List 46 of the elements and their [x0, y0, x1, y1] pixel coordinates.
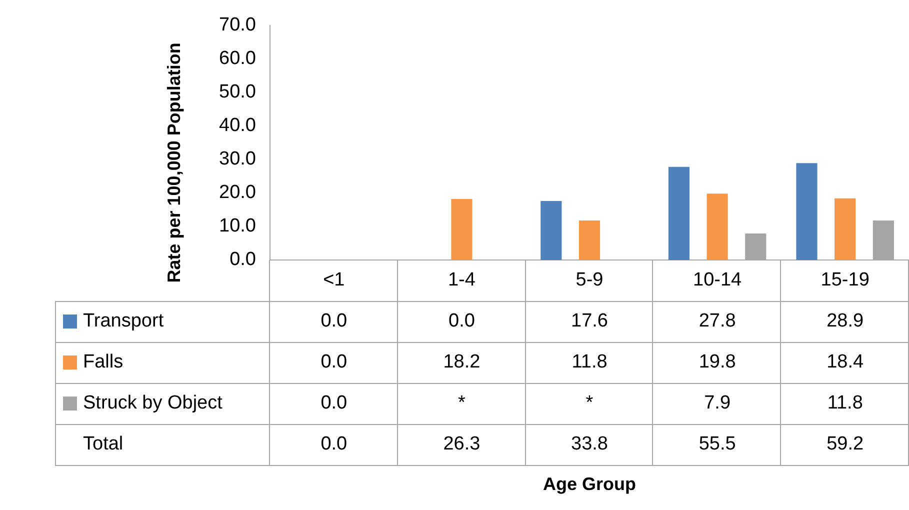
y-tick-label: 40.0 — [219, 115, 256, 136]
bar — [706, 194, 728, 260]
data-label: 19.8 — [698, 352, 736, 373]
y-tick-label: 10.0 — [219, 216, 256, 237]
data-label: 0.0 — [320, 310, 348, 332]
bar — [540, 201, 562, 260]
data-label: 18.4 — [826, 352, 864, 373]
bar — [834, 198, 856, 260]
x-tick-label: 1-4 — [448, 270, 476, 291]
bar — [578, 220, 600, 260]
data-label: 28.9 — [826, 310, 864, 332]
text: 55.5 — [698, 434, 736, 455]
data-label: 0.0 — [320, 392, 348, 414]
y-tick-label: 0.0 — [230, 249, 256, 270]
y-tick-label: 30.0 — [219, 148, 256, 170]
bar — [668, 166, 690, 260]
data-label: 18.2 — [443, 352, 480, 373]
data-label: 0.0 — [320, 352, 348, 373]
x-tick-label: <1 — [323, 270, 345, 291]
data-label: 27.8 — [698, 310, 736, 332]
text: * — [458, 392, 466, 414]
data-label: 11.8 — [572, 352, 608, 373]
text: Age Group — [543, 474, 636, 494]
y-tick-label: 70.0 — [219, 14, 256, 36]
text: 59.2 — [826, 434, 864, 455]
y-tick-label: 60.0 — [219, 48, 256, 70]
x-tick-label: 10-14 — [692, 270, 742, 291]
text: 26.3 — [443, 434, 480, 455]
bar — [796, 163, 818, 260]
data-label: 7.9 — [704, 392, 731, 414]
data-label: 17.6 — [571, 310, 608, 332]
text: 33.8 — [571, 434, 608, 455]
data-label: 0.0 — [448, 310, 475, 332]
data-label: 11.8 — [827, 392, 863, 414]
x-tick-label: 15-19 — [820, 270, 870, 291]
legend-label: Struck by Object — [83, 392, 224, 414]
text: * — [586, 392, 594, 414]
text: Total — [83, 434, 124, 455]
bar — [451, 199, 472, 260]
y-axis-title: Rate per 100,000 Population — [164, 42, 184, 283]
y-tick-label: 50.0 — [219, 82, 256, 103]
x-tick-label: 5-9 — [576, 270, 604, 291]
legend-label: Transport — [83, 310, 164, 332]
y-tick-label: 20.0 — [219, 182, 256, 204]
text: 0.0 — [320, 434, 348, 455]
legend-label: Falls — [83, 352, 124, 373]
